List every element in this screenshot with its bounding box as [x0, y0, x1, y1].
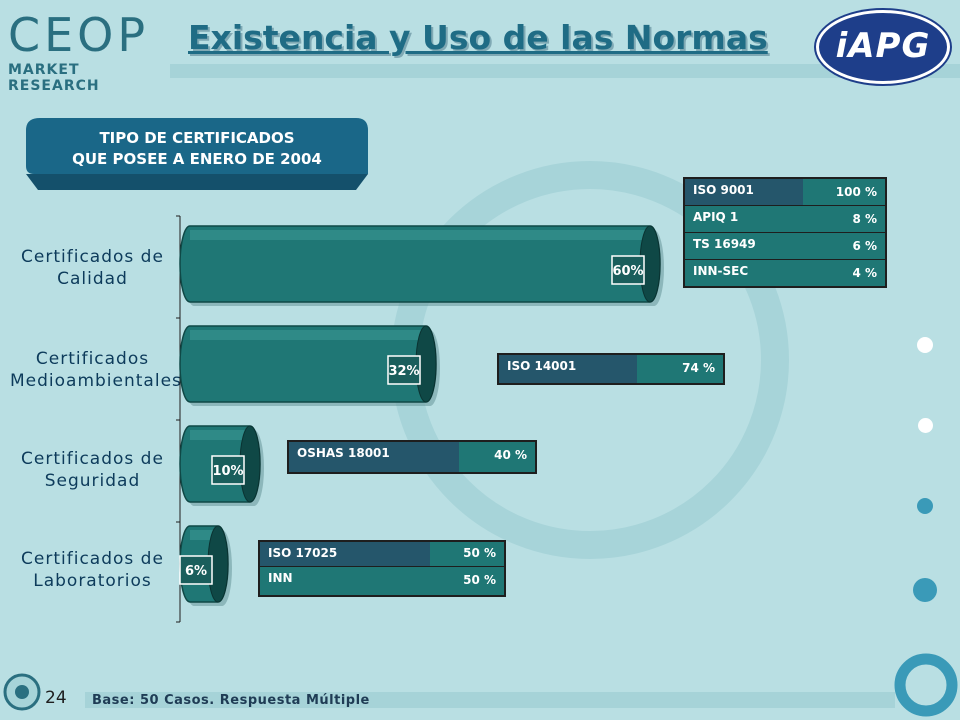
table-cell-standard: INN — [260, 567, 430, 595]
header-text: TIPO DE CERTIFICADOS QUE POSEE A ENERO D… — [26, 128, 368, 170]
base-note: Base: 50 Casos. Respuesta Múltiple — [92, 693, 370, 708]
bar-value-label: 32% — [388, 364, 419, 379]
category-label-line: Certificados de — [21, 449, 164, 469]
bar-highlight — [190, 430, 250, 440]
table-cell-standard: ISO 14001 — [499, 355, 637, 383]
category-label-line: Certificados de — [21, 247, 164, 267]
section-header: TIPO DE CERTIFICADOS QUE POSEE A ENERO D… — [26, 118, 368, 190]
category-label-laboratorios: Certificados de Laboratorios — [10, 548, 175, 592]
header-line-2: QUE POSEE A ENERO DE 2004 — [72, 150, 322, 168]
title-underline-bar — [170, 64, 960, 78]
category-label-line: Certificados — [35, 349, 150, 369]
category-label-line: Medioambientales — [10, 371, 182, 391]
bar-value-label: 60% — [612, 264, 643, 279]
ceop-logo: CEOP MARKET RESEARCH — [8, 8, 168, 94]
seguridad-standards-table: OSHAS 18001 40 % — [287, 440, 537, 474]
table-cell-standard: INN-SEC — [693, 264, 749, 278]
bar-value-box — [611, 255, 645, 285]
table-cell-standard: OSHAS 18001 — [289, 442, 459, 472]
table-cell-value: 50 % — [430, 542, 504, 566]
bar-value-label: 10% — [212, 464, 243, 479]
iapg-logo: iAPG — [816, 10, 950, 84]
bar-value-box — [387, 355, 421, 385]
decor-dot — [917, 498, 933, 514]
calidad-standards-table: ISO 9001 100 % APIQ 1 8 % TS 16949 6 % INN-… — [683, 177, 887, 288]
category-label-line: Calidad — [57, 269, 128, 289]
header-pill-shape — [26, 118, 368, 190]
bar-highlight — [190, 330, 426, 340]
category-label-seguridad: Certificados de Seguridad — [10, 448, 175, 492]
table-cell-value: 74 % — [637, 355, 723, 383]
page-number: 24 — [45, 688, 67, 708]
bar-highlight — [190, 230, 650, 240]
footer-logo-center — [15, 685, 29, 699]
corner-ring — [894, 653, 958, 717]
table-cell-standard: APIQ 1 — [693, 210, 739, 224]
page-title: Existencia y Uso de las Normas — [188, 18, 768, 57]
laboratorios-standards-table: ISO 17025 50 % INN 50 % — [258, 540, 506, 597]
table-cell-value: 6 % — [852, 239, 877, 253]
footer-bar — [85, 692, 895, 708]
bar-highlight — [190, 530, 218, 540]
bar-value-box — [179, 555, 213, 585]
table-cell-standard: TS 16949 — [693, 237, 756, 251]
table-cell-value: 4 % — [852, 266, 877, 280]
logo-sub-text: MARKET RESEARCH — [8, 62, 100, 94]
category-label-calidad: Certificados de Calidad — [10, 246, 175, 290]
decor-dot — [913, 578, 937, 602]
category-label-line: Seguridad — [44, 471, 141, 491]
category-label-line: Certificados de — [21, 549, 164, 569]
table-cell-standard: ISO 17025 — [260, 542, 430, 566]
table-cell-value: 40 % — [459, 442, 535, 472]
table-cell-value: 50 % — [430, 567, 504, 595]
medioambientales-standards-table: ISO 14001 74 % — [497, 353, 725, 385]
table-cell-value: 8 % — [852, 212, 877, 226]
category-label-line: Laboratorios — [33, 571, 152, 591]
logo-main-text: CEOP — [8, 8, 150, 62]
bar-value-label: 6% — [185, 564, 207, 579]
header-line-1: TIPO DE CERTIFICADOS — [99, 129, 295, 147]
category-label-medioambientales: Certificados Medioambientales — [10, 348, 182, 392]
bar-value-box — [211, 455, 245, 485]
table-cell-value: 100 % — [803, 179, 885, 205]
decor-dot — [918, 418, 933, 433]
table-cell-standard: ISO 9001 — [685, 179, 803, 205]
decor-dot — [917, 337, 933, 353]
